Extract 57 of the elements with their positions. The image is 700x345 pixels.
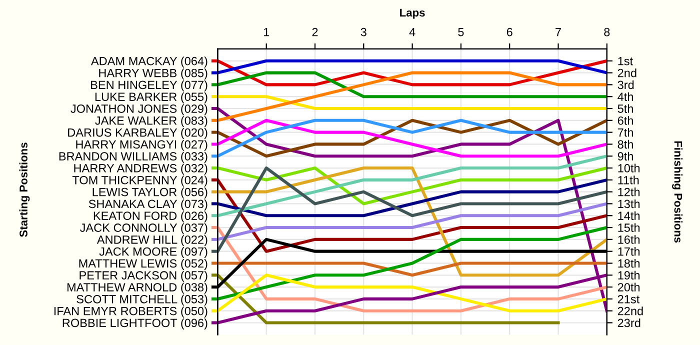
y-tick-label: 14th: [618, 211, 640, 220]
y-tick-label: 5th: [618, 104, 633, 113]
y-tick-label: 16th: [618, 235, 640, 244]
legend-label: BRANDON WILLIAMS (033): [59, 152, 208, 163]
legend-label: ANDREW HILL (022): [96, 235, 208, 246]
legend-label: LEWIS TAYLOR (056): [92, 188, 208, 199]
x-axis-title: Laps: [400, 8, 425, 19]
y-axis-title: Finishing Positions: [672, 141, 682, 243]
legend-label: MATTHEW LEWIS (052): [79, 258, 208, 270]
legend-label: JAKE WALKER (083): [95, 116, 208, 128]
y-tick-label: 2nd: [618, 68, 636, 78]
legend-label: HARRY WEBB (085): [99, 68, 208, 80]
y-tick-label: 12th: [618, 188, 640, 196]
y-tick-label: 1st: [618, 57, 633, 66]
x-tick-label: 7: [556, 28, 561, 36]
x-tick-label: 2: [312, 28, 318, 36]
y-tick-label: 21st: [618, 294, 640, 304]
y-tick-label: 4th: [618, 92, 633, 101]
x-tick-label: 8: [604, 28, 610, 36]
y-tick-label: 9th: [618, 152, 633, 161]
legend-label: HARRY MISANGYI (027): [76, 140, 208, 151]
legend-label: KEATON FORD (026): [94, 211, 208, 222]
y-tick-label: 7th: [618, 128, 633, 137]
y-tick-label: 20th: [618, 282, 640, 292]
legend-label: TOM THICKPENNY (024): [72, 176, 208, 187]
x-tick-label: 3: [360, 28, 366, 36]
y-tick-label: 22nd: [618, 306, 643, 316]
y-tick-label: 23rd: [618, 318, 640, 328]
text: Starting Positions: [19, 142, 30, 237]
y-tick-label: 19th: [618, 270, 640, 280]
legend-label: HARRY ANDREWS (032): [74, 164, 208, 175]
y-tick-label: 18th: [618, 258, 640, 268]
legend-label: LUKE BARKER (055): [95, 92, 208, 104]
legend-label: SHANAKA CLAY (073): [88, 199, 208, 210]
y-tick-label: 10th: [618, 164, 640, 172]
legend-label: ADAM MACKAY (064): [90, 56, 208, 68]
y-tick-label: 8th: [618, 140, 633, 149]
legend-label: SCOTT MITCHELL (053): [76, 294, 208, 306]
legend-label: ROBBIE LIGHTFOOT (096): [62, 318, 208, 330]
y-tick-label: 3rd: [618, 80, 634, 90]
legend-label: JONATHON JONES (029): [70, 104, 208, 116]
x-tick-label: 6: [506, 28, 512, 36]
y-tick-label: 11th: [618, 176, 639, 184]
x-tick-label: 4: [409, 28, 416, 36]
x-tick-label: 1: [264, 28, 270, 36]
legend-label: JACK MOORE (097): [99, 247, 208, 258]
y-tick-label: 13th: [618, 199, 640, 208]
legend-label: BEN HINGELEY (077): [91, 80, 208, 92]
legend-label: DARIUS KARBALEY (020): [68, 128, 208, 140]
x-tick-label: 5: [458, 28, 464, 36]
legend-label: IFAN EMYR ROBERTS (050): [54, 306, 208, 318]
legend-label: MATTHEW ARNOLD (038): [67, 282, 208, 294]
y-tick-label: 17th: [618, 247, 640, 256]
y-tick-label: 6th: [618, 116, 633, 125]
legend-label: JACK CONNOLLY (037): [80, 223, 208, 234]
y-tick-label: 15th: [618, 223, 640, 232]
legend-label: PETER JACKSON (057): [80, 270, 208, 282]
